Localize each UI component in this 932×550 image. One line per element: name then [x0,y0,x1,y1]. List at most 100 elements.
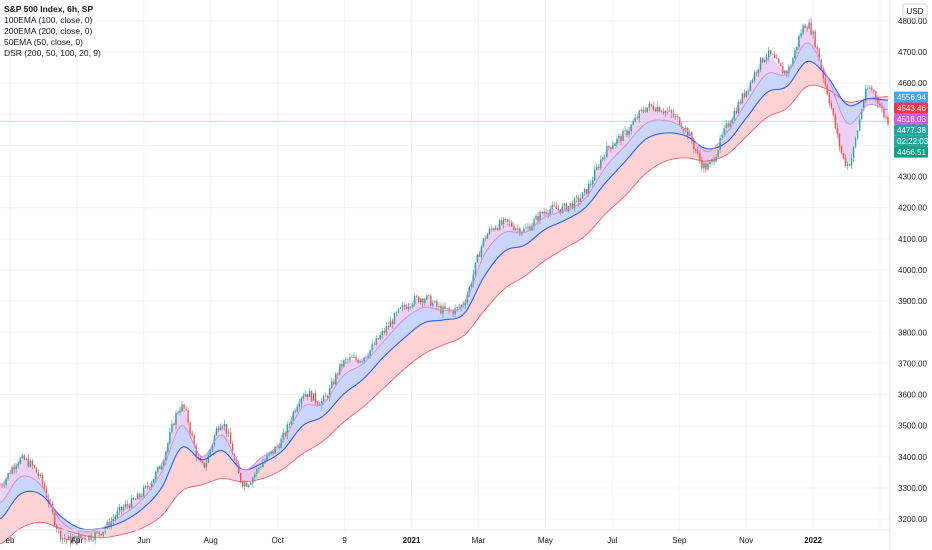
candle [359,360,361,364]
candle [490,225,493,232]
candle [806,26,808,33]
candle [357,358,359,364]
candle [727,120,729,128]
candle [436,299,438,311]
candle [120,506,123,515]
candle [130,494,133,509]
candle [660,110,663,113]
candle [242,480,244,489]
candlesticks [0,17,889,547]
candle [723,125,725,138]
price-axis[interactable]: 4800.004700.004600.004500.004400.004300.… [889,0,927,550]
candle [47,493,50,508]
candle [482,237,485,248]
candle [314,390,317,406]
legend-title[interactable]: S&P 500 Index, 6h, SP [4,4,94,14]
price-axis-label: 3400.00 [898,453,927,462]
time-axis[interactable]: eb Apr Jun Aug Oct 9 2021 Mar May Jul Sep Nov 2022 [0,529,890,545]
candle [608,145,610,151]
candle [110,516,112,531]
candle [739,99,742,105]
svg-text:4466.51: 4466.51 [897,148,926,157]
ema50-line [0,42,889,533]
candle [53,510,56,528]
candle [788,64,790,77]
time-axis-label: Sep [672,536,687,545]
candle [112,514,114,526]
candle [426,294,428,301]
candle [654,107,657,112]
time-axis-label: Mar [472,536,486,545]
candle [98,531,100,539]
candle [581,192,584,199]
candle [272,451,274,456]
legend-item-ema50[interactable]: 50EMA (50, close, 0) [4,37,83,47]
candle [62,537,64,545]
candle [850,153,853,169]
candle [246,481,248,488]
candle [494,225,497,231]
candle [838,133,841,152]
candle [349,353,351,364]
svg-text:02:22:03: 02:22:03 [897,137,929,146]
candle [769,50,772,57]
price-tag: 4477.38 [894,124,928,136]
candle [731,118,733,124]
candle [324,392,327,397]
candle [780,62,782,67]
candle [203,462,206,470]
candle [563,202,566,211]
legend-item-ema100[interactable]: 100EMA (100, close, 0) [4,15,93,25]
candle [478,250,481,257]
candle [757,69,760,78]
candle [57,527,60,534]
price-tag: 4466.51 [894,146,928,158]
time-axis-label: Nov [739,536,753,545]
candle [606,142,608,158]
candle [33,464,36,469]
candle [519,226,521,237]
candle [407,303,410,312]
candle [676,113,679,120]
candle [814,29,816,49]
candle [302,393,305,402]
candle [389,316,392,327]
candle [622,128,624,142]
candle [153,478,155,484]
candle [432,299,434,308]
candle [525,223,527,229]
candle [377,337,379,340]
candle [284,431,286,438]
candle [533,217,535,231]
candle [650,103,653,107]
price-tag: 4543.46 [894,102,928,114]
candle [879,99,881,107]
candle [745,90,748,98]
candle [854,136,857,149]
candle [438,302,440,310]
candle [1,482,3,488]
candle [114,514,116,523]
time-axis-label: 2021 [403,536,421,545]
candle [472,269,475,288]
candle [767,46,770,62]
currency-label: USD [907,7,924,16]
candle [763,59,766,63]
candle [191,430,193,438]
candle [21,453,23,460]
candle [351,354,353,358]
price-axis-label: 3300.00 [898,484,927,493]
candle [347,357,349,364]
currency-badge[interactable]: USD [902,3,928,19]
candle [822,67,824,83]
candle [250,481,252,486]
candle [511,219,513,228]
candle [223,419,226,431]
candle [337,372,339,379]
svg-text:4543.46: 4543.46 [897,104,926,113]
candle [848,163,851,167]
legend-item-dsr[interactable]: DSR (200, 50, 100, 20, 9) [4,48,101,58]
candle [705,161,707,173]
legend-item-ema200[interactable]: 200EMA (200, close, 0) [4,26,93,36]
